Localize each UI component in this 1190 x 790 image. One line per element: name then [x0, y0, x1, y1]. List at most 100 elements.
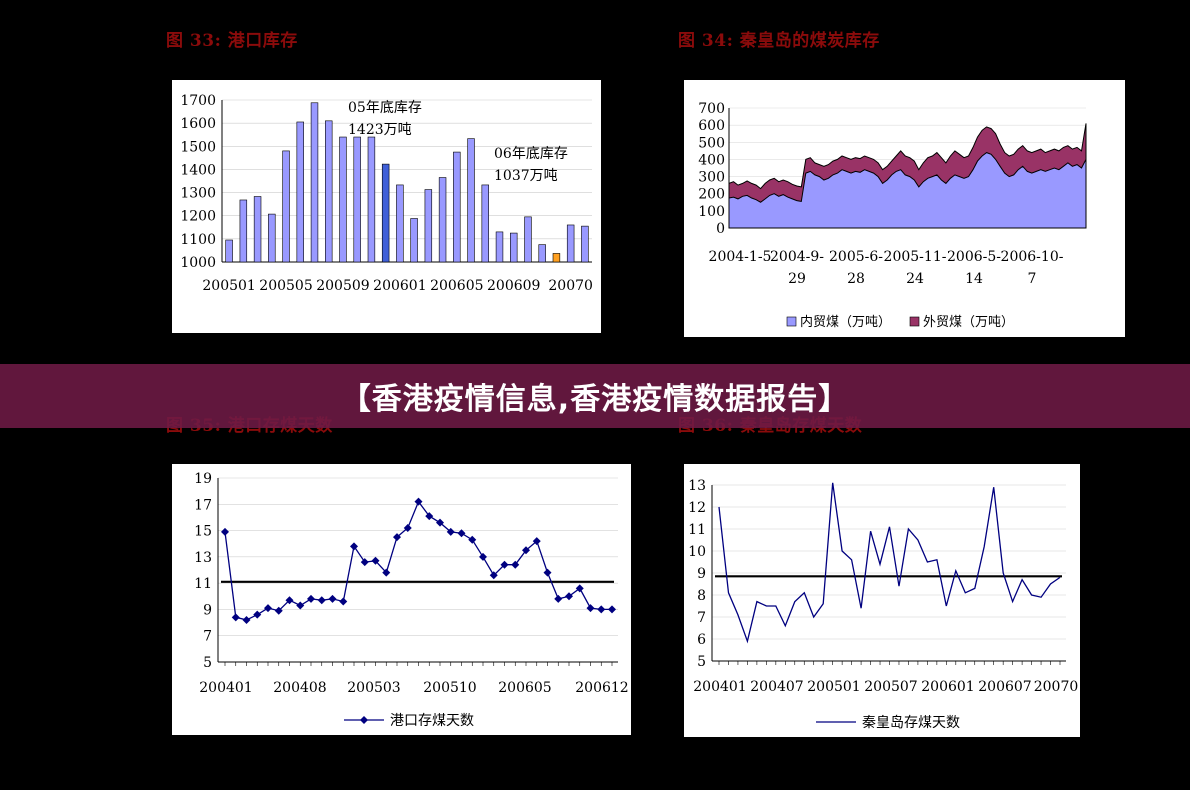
- data-point: [522, 546, 530, 555]
- bar: [353, 136, 361, 263]
- x-tick-label: 200607: [978, 679, 1031, 695]
- chart-panel-34: 0 100 200 300 400 500 600 700 2004-1-5 2004-9- 29 2…: [684, 80, 1125, 337]
- y-tick-label: 6: [697, 632, 706, 648]
- data-point: [296, 601, 305, 610]
- bar: [239, 199, 248, 263]
- x-tick-label: 200609: [487, 278, 540, 294]
- bar: [296, 121, 304, 263]
- data-point: [231, 613, 240, 622]
- annotation-2005-line2: 1423万吨: [348, 122, 412, 138]
- y-tick-label: 1500: [180, 139, 216, 155]
- data-point: [425, 512, 434, 521]
- series-line: [718, 482, 1061, 644]
- bar: [339, 136, 347, 263]
- bar: [381, 163, 390, 263]
- chart-panel-36: 5 6 7 8 9 10 11 12 13 200401 200407 200501 200507 200…: [684, 464, 1080, 737]
- x-tick-label-line1: 2005-11-: [884, 249, 947, 265]
- y-tick-label: 400: [698, 152, 725, 168]
- y-tick-label: 1700: [180, 93, 216, 109]
- data-point: [371, 556, 380, 565]
- data-point: [264, 604, 272, 613]
- data-point: [317, 596, 326, 605]
- data-point: [586, 604, 595, 613]
- y-tick-label: 7: [203, 629, 212, 645]
- x-tick-label: 200601: [373, 278, 426, 294]
- bar: [325, 120, 333, 263]
- data-point: [382, 568, 391, 577]
- x-tick-label: 200605: [498, 680, 551, 696]
- bar: [282, 150, 290, 263]
- y-tick-label: 1300: [180, 186, 216, 202]
- bar: [396, 184, 404, 263]
- bar: [438, 177, 447, 263]
- data-point: [328, 594, 337, 603]
- x-tick-label-line2: 7: [1028, 271, 1037, 287]
- x-tick-label-line1: 2004-9-: [770, 249, 824, 265]
- data-point: [565, 592, 573, 601]
- y-tick-label: 5: [697, 654, 706, 670]
- x-tick-label: 200501: [807, 679, 860, 695]
- y-tick-label: 700: [698, 101, 725, 117]
- y-tick-label: 9: [697, 566, 706, 582]
- data-point: [489, 571, 498, 580]
- x-tick-label: 200401: [199, 680, 252, 696]
- y-tick-label: 11: [688, 522, 706, 538]
- data-point: [221, 527, 229, 536]
- data-point: [339, 597, 348, 606]
- headline-text: 【香港疫情信息,香港疫情数据报告】: [340, 382, 850, 417]
- data-point: [543, 568, 552, 577]
- bar: [552, 253, 561, 263]
- y-tick-label: 300: [698, 170, 725, 186]
- bar: [524, 216, 532, 263]
- y-tick-label: 500: [698, 135, 725, 151]
- bar: [481, 184, 489, 263]
- x-tick-label-line1: 2004-1-5: [709, 249, 772, 265]
- x-tick-label-line2: 28: [847, 271, 865, 287]
- bar: [253, 196, 262, 263]
- data-point: [393, 533, 401, 542]
- data-point: [403, 523, 412, 532]
- data-point: [307, 594, 315, 603]
- data-point: [414, 497, 423, 506]
- series-area-domestic-coal: [728, 152, 1087, 229]
- y-tick-label: 100: [698, 204, 725, 220]
- bar: [566, 224, 575, 263]
- chart-panel-33: 1000 1100 1200 1300 1400 1500 1600 1700 200501 20…: [172, 80, 601, 333]
- y-tick-label: 19: [194, 471, 212, 487]
- y-tick-label: 8: [697, 588, 706, 604]
- bar: [581, 225, 589, 263]
- data-point: [350, 542, 358, 551]
- legend-label: 港口存煤天数: [390, 713, 474, 729]
- y-tick-label: 10: [688, 544, 706, 560]
- x-tick-label-line1: 2006-5-: [947, 249, 1001, 265]
- bar: [495, 231, 504, 263]
- data-point: [457, 529, 466, 538]
- y-tick-label: 200: [698, 187, 725, 203]
- x-tick-label: 200401: [693, 679, 746, 695]
- x-tick-label: 200407: [750, 679, 803, 695]
- annotation-2006-line1: 06年底库存: [494, 146, 568, 162]
- y-tick-label: 12: [688, 500, 706, 516]
- x-tick-label: 200501: [202, 278, 255, 294]
- data-point: [274, 606, 283, 615]
- x-tick-label-line1: 2005-6-: [829, 249, 883, 265]
- y-tick-label: 1200: [180, 209, 216, 225]
- x-tick-label: 20070: [1034, 679, 1079, 695]
- x-tick-label: 200509: [316, 278, 369, 294]
- legend-marker: [360, 716, 368, 724]
- x-tick-label-line2: 24: [906, 271, 924, 287]
- x-tick-label: 20070: [548, 278, 593, 294]
- chart-title-33: 图 33: 港口库存: [166, 31, 298, 51]
- bar: [510, 232, 518, 263]
- data-point: [468, 535, 477, 544]
- bar: [538, 244, 546, 263]
- y-tick-label: 1400: [180, 162, 216, 178]
- data-point: [446, 527, 455, 536]
- data-point: [608, 605, 616, 614]
- bar: [310, 102, 319, 263]
- chart-title-34: 图 34: 秦皇岛的煤炭库存: [678, 31, 880, 51]
- series-line: [224, 500, 612, 621]
